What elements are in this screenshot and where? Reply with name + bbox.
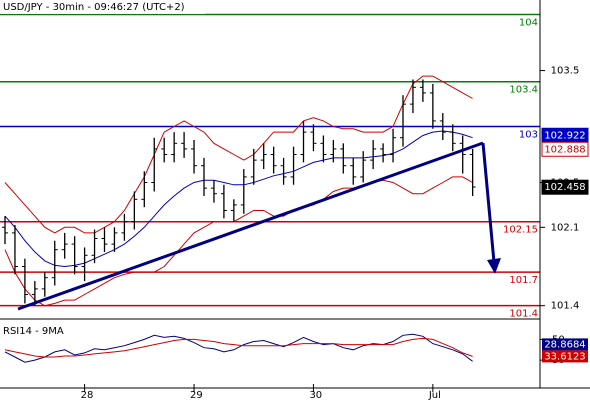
- level-label: 103.4: [509, 85, 538, 96]
- title-bg: [0, 0, 205, 14]
- rsi-line: [4, 333, 473, 363]
- level-label: 101.4: [509, 309, 538, 320]
- x-tick-label: 28: [81, 390, 94, 400]
- rsi-tag: [542, 350, 588, 363]
- price-tag-label: 102.458: [544, 182, 585, 193]
- price-tag: [541, 179, 589, 195]
- rsi-tag-label: 33.6123: [544, 351, 585, 362]
- price-tag-label: 102.922: [544, 130, 585, 141]
- overlay-line: [4, 176, 473, 307]
- arrow-head: [487, 258, 501, 274]
- price-tag: [541, 141, 589, 157]
- rsi-tag-label: 28.8684: [544, 339, 585, 350]
- x-tick-label: Jul: [428, 390, 441, 400]
- level-label: 103: [519, 130, 538, 141]
- forecast-arrow: [481, 142, 496, 263]
- y-tick-label: 102.1: [551, 222, 580, 233]
- chart-title: USD/JPY - 30min - 09:46:27 (UTC+2): [3, 2, 185, 13]
- y-tick-label: 101.4: [551, 301, 580, 312]
- level-label: 102.15: [503, 225, 538, 236]
- trendline: [17, 141, 484, 311]
- level-label: 104: [519, 18, 538, 29]
- x-tick-label: 30: [309, 390, 322, 400]
- overlay-line: [4, 75, 473, 234]
- level-label: 101.7: [509, 275, 538, 286]
- rsi-title-bg: [0, 324, 72, 338]
- rsi-tag: [542, 338, 588, 351]
- overlay-line: [4, 130, 473, 268]
- rsi-title: RSI14 - 9MA: [3, 326, 64, 337]
- x-tick-label: 29: [190, 390, 203, 400]
- y-tick-label: 103.5: [551, 66, 580, 77]
- rsi-line: [4, 337, 473, 358]
- price-tag-label: 102.888: [544, 144, 585, 155]
